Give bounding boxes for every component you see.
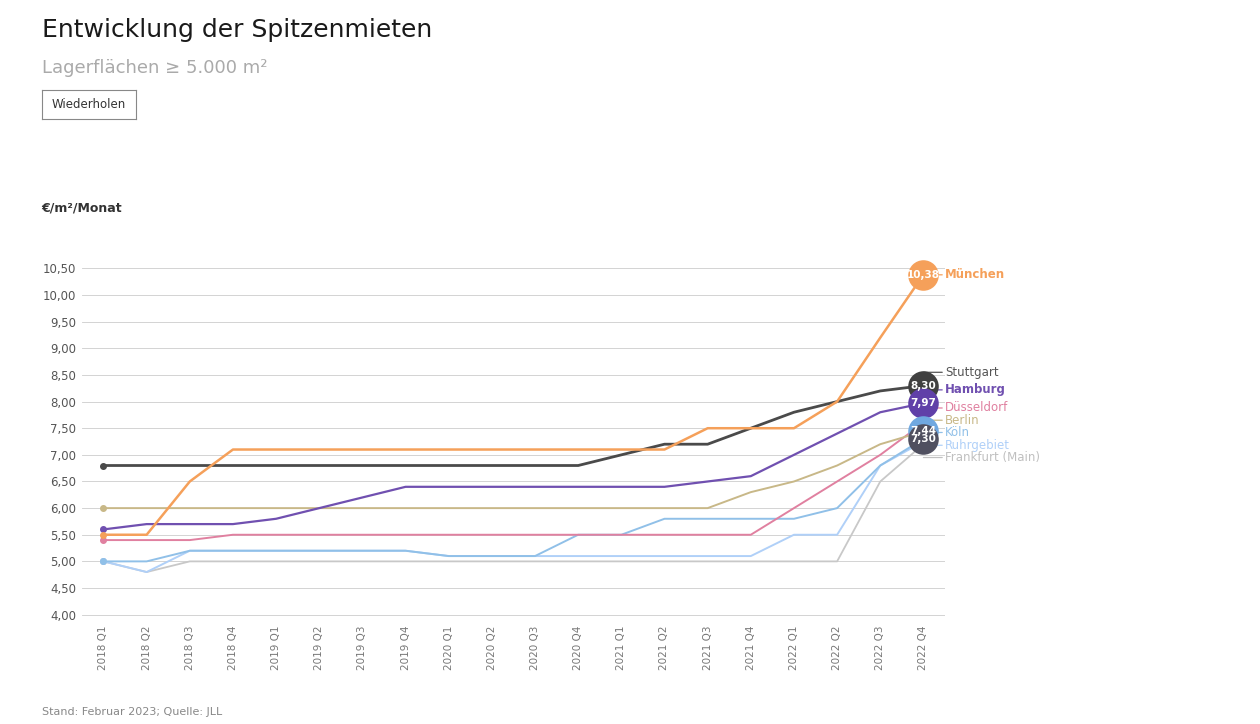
Text: Entwicklung der Spitzenmieten: Entwicklung der Spitzenmieten (42, 18, 432, 42)
Text: 10,38: 10,38 (907, 270, 940, 279)
Text: Köln: Köln (924, 426, 970, 439)
Text: 7,30: 7,30 (911, 434, 936, 444)
Text: 7,97: 7,97 (911, 398, 936, 408)
Text: Stand: Februar 2023; Quelle: JLL: Stand: Februar 2023; Quelle: JLL (42, 707, 222, 717)
Text: Wiederholen: Wiederholen (52, 98, 126, 111)
Text: Ruhrgebiet: Ruhrgebiet (924, 439, 1011, 452)
Text: Hamburg: Hamburg (924, 384, 1005, 396)
Text: Stuttgart: Stuttgart (924, 366, 999, 379)
Text: München: München (924, 269, 1005, 282)
Text: €/m²/Monat: €/m²/Monat (42, 201, 122, 214)
Text: Düsseldorf: Düsseldorf (924, 402, 1008, 414)
Text: Lagerflächen ≥ 5.000 m²: Lagerflächen ≥ 5.000 m² (42, 59, 267, 77)
Text: Frankfurt (Main): Frankfurt (Main) (924, 451, 1040, 464)
Text: Berlin: Berlin (924, 413, 979, 426)
Text: 8,30: 8,30 (911, 381, 936, 391)
Text: 7,44: 7,44 (911, 426, 936, 437)
